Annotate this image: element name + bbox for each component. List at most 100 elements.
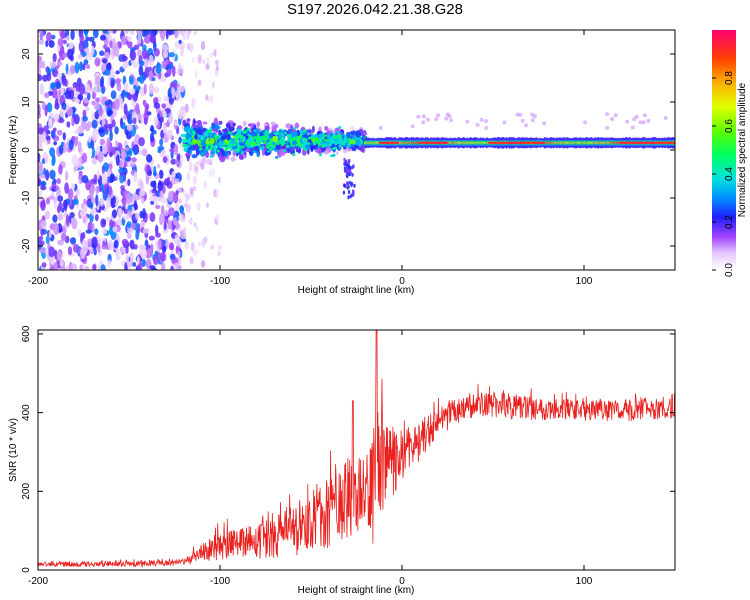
spectrogram-cell [121,194,127,207]
spectrogram-cell [200,128,207,132]
spectrogram-cell [326,130,332,135]
spectrogram-cell [183,126,189,132]
spectrogram-cell [77,179,81,185]
spectrogram-cell [38,161,43,173]
spectrogram-cell [310,145,314,152]
spectrogram-cell [120,185,125,191]
spectrogram-cell [328,143,333,147]
spectrogram-cell [179,205,184,215]
spectrogram-cell [215,188,219,199]
spectrogram-cell [62,39,67,45]
spectrogram-cell [48,230,52,239]
spectrogram-cell [38,140,43,150]
spectrogram-cell [39,30,44,40]
spectrogram-cell [127,178,131,187]
spectrogram-cell [191,154,198,159]
spectrogram-cell [48,246,55,258]
snr-y-axis-label: SNR (10 * v/v) [8,418,19,482]
spectrogram-cell [336,130,340,134]
snr-axes: -200 -100 0 100 0 200 400 600 [21,325,675,587]
colorbar [712,30,736,270]
spectrogram-cell [106,137,111,149]
spectrogram-cell [148,54,154,67]
spectrogram-cell [149,265,156,270]
x-tick-label: 100 [576,276,593,287]
spectrogram-cell [81,152,88,163]
spectrogram-cell [157,181,163,192]
spectrogram-cell [74,129,79,134]
spectrogram-cell [157,145,164,151]
spectrogram-cell [64,182,69,194]
spectrogram-cell [84,83,91,93]
spectrogram-cell [38,38,45,45]
spectrogram-cell [92,128,99,141]
spectrogram-cell [202,148,208,154]
spectrogram-cell [68,89,75,100]
spectrogram-cell [342,142,346,146]
spectrogram-cell [150,243,154,252]
spectrogram-cell [77,141,82,153]
spectrogram-cell [173,262,178,270]
spectrogram-cell [88,36,95,42]
spectrogram-cell [116,254,121,261]
spectrogram-cell [91,119,98,129]
spectrogram-cell [205,139,210,145]
spectrogram-cell [174,40,179,50]
spectrogram-cell [161,103,167,109]
spectrogram-cell [140,197,145,204]
y-tick-label: 200 [21,483,32,500]
spectrogram-cell [70,183,76,190]
spectrogram-cell [103,124,108,132]
spectrogram-cell [201,156,207,165]
spectrogram-cell [49,266,55,270]
y-tick-label: -10 [21,190,32,205]
spectrogram-cell [59,50,66,61]
spectrogram-cell [59,260,64,267]
spectrogram-cell [632,117,637,122]
spectrogram-cell [168,114,174,124]
spectrogram-cell [110,80,115,89]
spectrogram-cell [154,116,159,126]
spectrogram-cell [133,244,138,250]
spectrogram-cell [149,83,154,95]
spectrogram-cell [50,34,56,40]
spectrogram-cell [162,124,167,134]
spectrogram-cell [105,197,112,209]
spectrogram-cell [52,214,58,223]
spectrogram-cell [139,75,145,84]
spectrogram-cell [155,62,162,74]
spectrogram-cell [112,37,116,50]
spectrogram-cell [134,199,137,211]
spectrogram-cell [530,118,535,123]
spectrogram-cell [182,35,187,41]
spectrogram-cell [173,144,179,156]
spectrogram-cell [47,256,54,262]
spectrogram-cell [605,125,610,130]
spectrogram-cell [308,136,312,140]
spectrogram-cell [217,244,222,250]
spectrogram-cell [195,161,200,166]
spectrogram-cell [445,141,448,144]
spectrogram-cell [81,239,88,248]
spectrogram-cell [90,178,97,184]
spectrogram-cell [275,141,279,145]
spectrogram-cell [199,147,203,151]
spectrogram-cell [107,30,114,34]
spectrogram-cell [51,87,58,99]
spectrogram-cell [126,123,133,132]
spectrogram-cell [154,250,158,257]
spectrogram-cell [185,132,190,140]
spectrogram-cell [344,160,347,165]
spectrogram-cell [335,151,339,155]
spectrogram-cell [218,129,222,135]
spectrogram-cell [330,141,334,144]
spectrogram-cell [83,198,87,205]
spectrogram-cell [189,136,193,140]
spectrogram-cell [41,262,47,268]
spectrogram-cell [542,121,547,126]
spectrogram-cell [56,61,63,66]
spectrogram-cell [177,161,182,169]
spectrogram-cell [66,35,70,41]
figure-title: S197.2026.042.21.38.G28 [287,1,463,18]
spectrogram-cell [81,175,89,184]
